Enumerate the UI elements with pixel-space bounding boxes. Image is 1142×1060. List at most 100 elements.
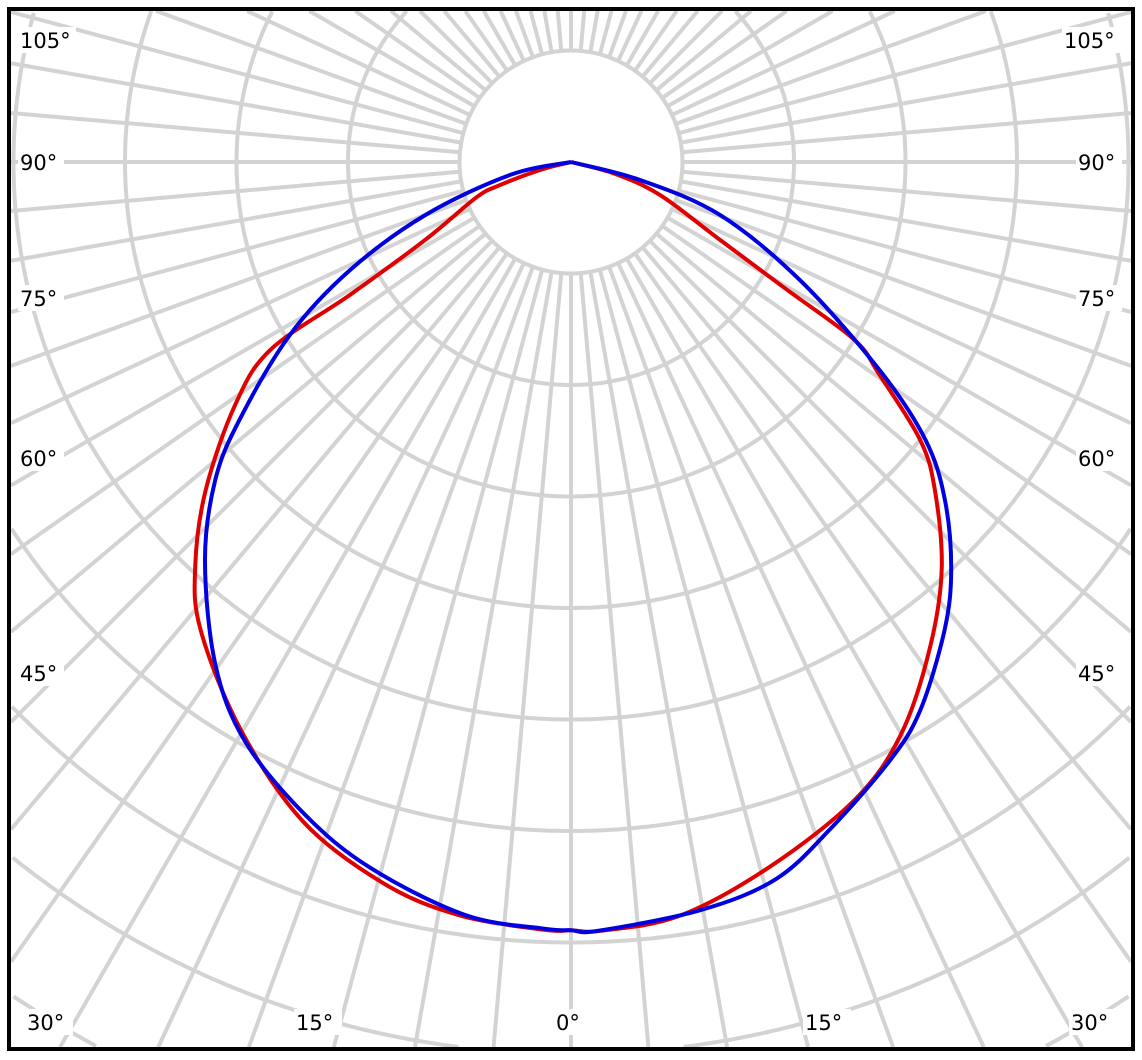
grid-spoke [675,198,1132,368]
grid-spoke [9,232,487,634]
grid-spoke [514,10,535,58]
angle-label: 75° [20,287,57,311]
label-right-75: 75° [1076,285,1122,311]
angle-label: 15° [805,1011,842,1035]
grid-spoke [354,9,481,100]
grid-spoke [389,9,487,92]
angle-label: 105° [20,29,71,53]
grid-spoke [9,216,476,488]
label-left-90: 90° [18,149,64,175]
grid-spoke [681,111,1132,155]
grid-spoke [442,9,501,78]
angle-label: 90° [1078,151,1115,175]
grid-ring [683,856,1131,1049]
label-left-60: 60° [18,445,64,471]
grid-spoke [9,224,481,556]
grid-spoke [671,9,896,117]
grid-ring [11,856,459,1049]
grid-spoke [9,252,509,963]
grid-spoke [418,9,494,85]
label-right-90: 90° [1076,149,1122,175]
grid-spoke [678,188,1132,314]
label-right-105: 105° [1062,27,1122,53]
grid-spoke [633,252,1133,963]
grid-spoke [528,10,545,55]
grid-spoke [9,246,501,831]
grid-spoke [10,61,462,145]
label-right-60: 60° [1076,445,1122,471]
label-bottom-30-right: 30° [1069,1009,1117,1035]
grid-spoke [597,10,614,55]
angle-labels: 105° 90° 75° 60° 45° 105° 90° 75° 60° 45… [18,27,1122,1035]
grid-spoke [625,257,1084,1048]
grid-spoke [463,9,509,72]
grid-spoke [10,169,461,213]
grid-spoke [542,10,554,53]
angle-label: 60° [20,447,57,471]
grid-spoke [10,207,471,425]
grid-spoke [648,239,1133,724]
grid-spoke [246,9,471,117]
angle-label: 15° [296,1011,333,1035]
grid-spoke [641,9,700,78]
grid [9,9,1133,1049]
label-left-45: 45° [18,660,64,686]
angle-label: 30° [1071,1011,1108,1035]
grid-spoke [648,9,724,85]
label-bottom-0: 0° [554,1009,590,1035]
angle-label: 90° [20,151,57,175]
angle-label: 0° [556,1011,580,1035]
grid-spoke [308,9,476,108]
grid-spoke [671,207,1132,425]
label-left-105: 105° [18,27,76,53]
grid-spoke [597,269,811,1048]
series-curve-2 [202,160,954,935]
grid-spoke [155,9,467,126]
grid-spoke [9,239,494,724]
grid-spoke [616,262,986,1048]
angle-label: 45° [20,662,57,686]
grid-spoke [58,257,517,1048]
grid-spoke [675,9,987,126]
grid-spoke [588,271,730,1048]
grid-spoke [412,271,554,1048]
grid-spoke [10,10,464,136]
grid-spoke [588,10,600,53]
angle-label: 60° [1078,447,1115,471]
label-bottom-15-right: 15° [803,1009,851,1035]
grid-spoke [607,266,895,1048]
grid-spoke [655,9,753,92]
grid-spoke [641,246,1133,831]
label-left-75: 75° [18,285,64,311]
grid-spoke [678,10,1132,136]
grid-spoke [680,61,1132,145]
angle-label: 105° [1064,29,1115,53]
grid-spoke [247,266,535,1048]
grid-spoke [578,272,651,1048]
grid-spoke [10,188,464,314]
grid-spoke [661,9,788,100]
grid-spoke [681,169,1132,213]
grid-spoke [555,10,564,52]
grid-spoke [10,179,462,263]
angle-label: 75° [1078,287,1115,311]
angle-label: 30° [27,1011,64,1035]
angle-label: 45° [1078,662,1115,686]
grid-spoke [156,262,526,1048]
grid-spoke [616,10,644,62]
curves [192,160,954,935]
grid-spoke [10,198,467,368]
label-right-45: 45° [1076,660,1122,686]
grid-spoke [491,272,564,1048]
grid-spoke [625,10,660,67]
grid-spoke [607,10,628,58]
label-bottom-15-left: 15° [294,1009,342,1035]
grid-spoke [578,10,587,52]
grid-spoke [498,10,526,62]
chart-border [7,7,1135,1051]
grid-spoke [655,232,1133,634]
grid-spoke [666,216,1133,488]
grid-spoke [680,179,1132,263]
